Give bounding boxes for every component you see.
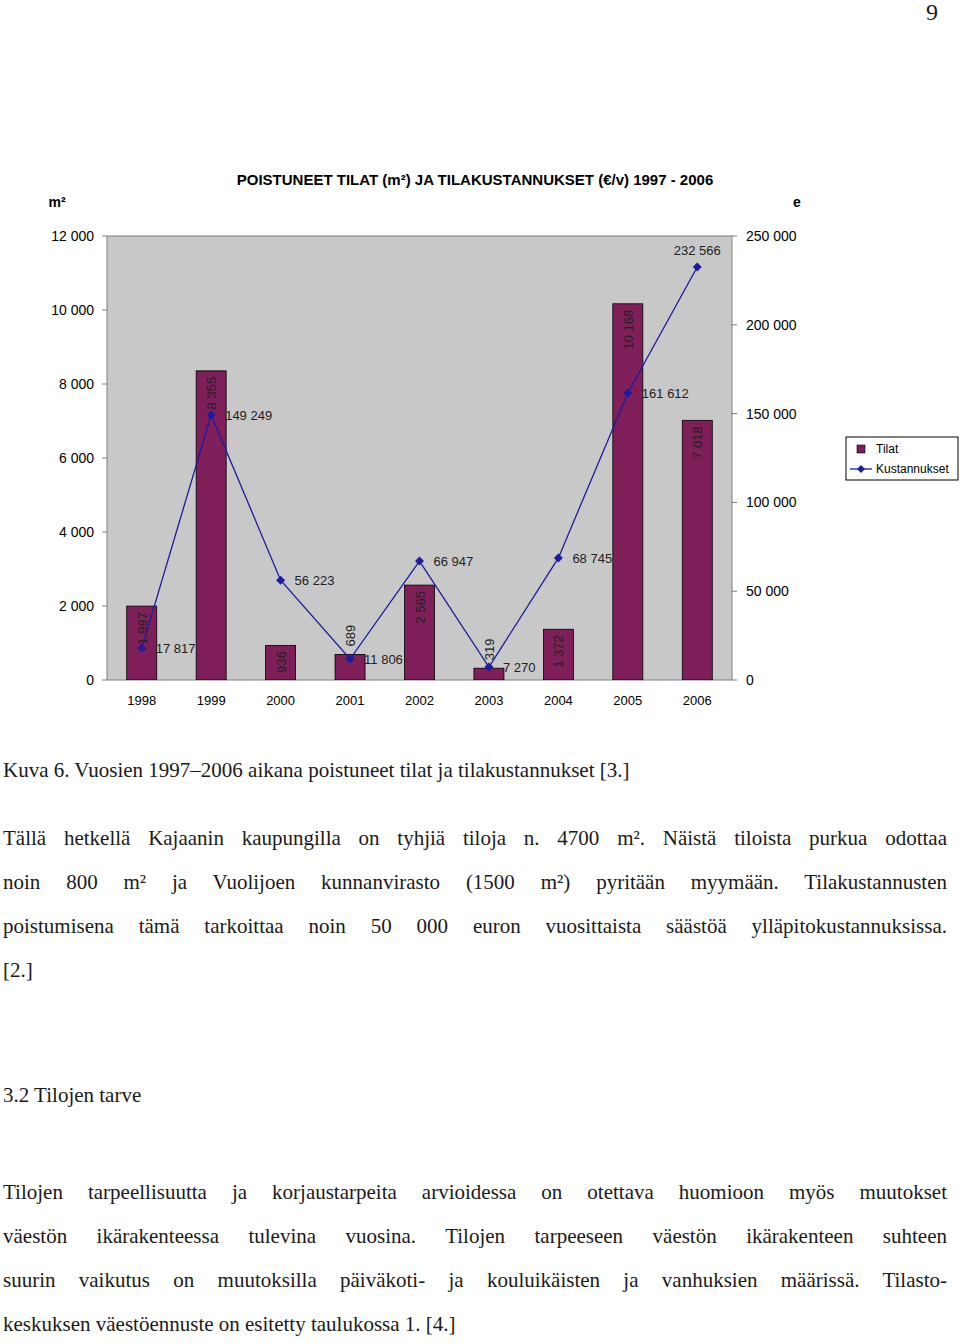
y2-tick	[732, 324, 737, 325]
chart-title: POISTUNEET TILAT (m²) JA TILAKUSTANNUKSE…	[237, 171, 713, 188]
y-tick-label: 4 000	[59, 524, 94, 540]
y-tick-label: 12 000	[51, 228, 94, 244]
y-tick-label: 10 000	[51, 302, 94, 318]
point-label: 11 806	[364, 652, 403, 667]
line	[142, 267, 698, 667]
legend-box	[846, 437, 958, 480]
point-label: 7 270	[503, 660, 536, 675]
y-tick	[102, 680, 107, 681]
y-tick	[102, 606, 107, 607]
bar	[543, 629, 573, 680]
paragraph-line: suurin vaikutus on muutoksilla päiväkoti…	[3, 1266, 947, 1294]
x-tick-label: 2001	[336, 693, 365, 708]
y2-tick-label: 200 000	[746, 317, 797, 333]
chart: POISTUNEET TILAT (m²) JA TILAKUSTANNUKSE…	[0, 0, 960, 720]
y-tick	[102, 384, 107, 385]
point-label: 161 612	[642, 386, 689, 401]
caption: Kuva 6. Vuosien 1997–2006 aikana poistun…	[3, 756, 629, 784]
x-tick-label: 2000	[266, 693, 295, 708]
bar	[335, 655, 365, 680]
paragraph-line: keskuksen väestöennuste on esitetty taul…	[3, 1310, 947, 1338]
x-tick-label: 2006	[683, 693, 712, 708]
y-axis-label: m²	[48, 194, 65, 210]
y2-tick-label: 50 000	[746, 583, 789, 599]
bar-label: 319	[482, 638, 497, 660]
y2-tick	[732, 413, 737, 414]
bar	[266, 645, 296, 680]
marker	[276, 576, 285, 585]
y-tick-label: 8 000	[59, 376, 94, 392]
bar-label: 7 018	[690, 426, 705, 459]
y2-tick-label: 0	[746, 672, 754, 688]
marker	[207, 410, 216, 419]
y-tick	[102, 532, 107, 533]
marker	[484, 663, 493, 672]
legend-marker	[857, 465, 865, 473]
y2-tick	[732, 502, 737, 503]
x-tick-label: 2002	[405, 693, 434, 708]
legend-swatch	[857, 445, 865, 453]
bar-label: 689	[343, 625, 358, 647]
point-label: 17 817	[156, 641, 196, 656]
section-heading: 3.2 Tilojen tarve	[3, 1081, 141, 1109]
y-tick	[102, 310, 107, 311]
bar-label: 10 168	[621, 310, 636, 350]
data-labels: 1 997 8 355 936 689 2 565 319 1 372 10 168 7 018…	[135, 243, 721, 675]
legend-label: Tilat	[876, 442, 899, 456]
y-tick	[102, 236, 107, 237]
y-tick-label: 0	[86, 672, 94, 688]
y2-tick-label: 150 000	[746, 406, 797, 422]
paragraph-line: poistumisena tämä tarkoittaa noin 50 000…	[3, 912, 947, 940]
bar-label: 1 997	[135, 612, 150, 645]
y2-tick	[732, 591, 737, 592]
paragraph-line: Tilojen tarpeellisuutta ja korjaustarpei…	[3, 1178, 947, 1206]
bar	[127, 606, 157, 680]
point-label: 68 745	[572, 551, 612, 566]
x-tick-label: 2004	[544, 693, 573, 708]
marker	[623, 388, 632, 397]
bar	[196, 371, 226, 680]
point-label: 232 566	[674, 243, 721, 258]
point-label: 56 223	[295, 573, 335, 588]
marker	[554, 553, 563, 562]
x-tick-label: 2003	[474, 693, 503, 708]
y2-tick-label: 250 000	[746, 228, 797, 244]
point-label: 66 947	[434, 554, 474, 569]
y2-axis-label: e	[793, 194, 801, 210]
bar-label: 8 355	[204, 377, 219, 410]
y2-tick-label: 100 000	[746, 494, 797, 510]
paragraph-line: noin 800 m² ja Vuolijoen kunnanvirasto (…	[3, 868, 947, 896]
bar-label: 936	[274, 651, 289, 673]
bar	[405, 585, 435, 680]
marker	[693, 262, 702, 271]
x-tick-label: 1999	[197, 693, 226, 708]
bar-label: 2 565	[413, 591, 428, 624]
y-tick-label: 6 000	[59, 450, 94, 466]
bar	[613, 304, 643, 680]
legend-label: Kustannukset	[876, 462, 949, 476]
y-tick-label: 2 000	[59, 598, 94, 614]
y2-tick	[732, 680, 737, 681]
x-tick-label: 2005	[613, 693, 642, 708]
y2-tick	[732, 236, 737, 237]
marks	[127, 262, 713, 680]
point-label: 149 249	[225, 408, 272, 423]
legend: Tilat Kustannukset	[846, 437, 958, 480]
bar-label: 1 372	[551, 635, 566, 668]
marker	[346, 655, 355, 664]
paragraph-line: [2.]	[3, 956, 947, 984]
y-tick	[102, 458, 107, 459]
page-number: 9	[926, 0, 938, 26]
plot-area	[107, 236, 732, 680]
paragraph-line: väestön ikärakenteessa tulevina vuosina.…	[3, 1222, 947, 1250]
paragraph-line: Tällä hetkellä Kajaanin kaupungilla on t…	[3, 824, 947, 852]
x-tick-label: 1998	[127, 693, 156, 708]
marker	[415, 557, 424, 566]
bar	[682, 420, 712, 680]
